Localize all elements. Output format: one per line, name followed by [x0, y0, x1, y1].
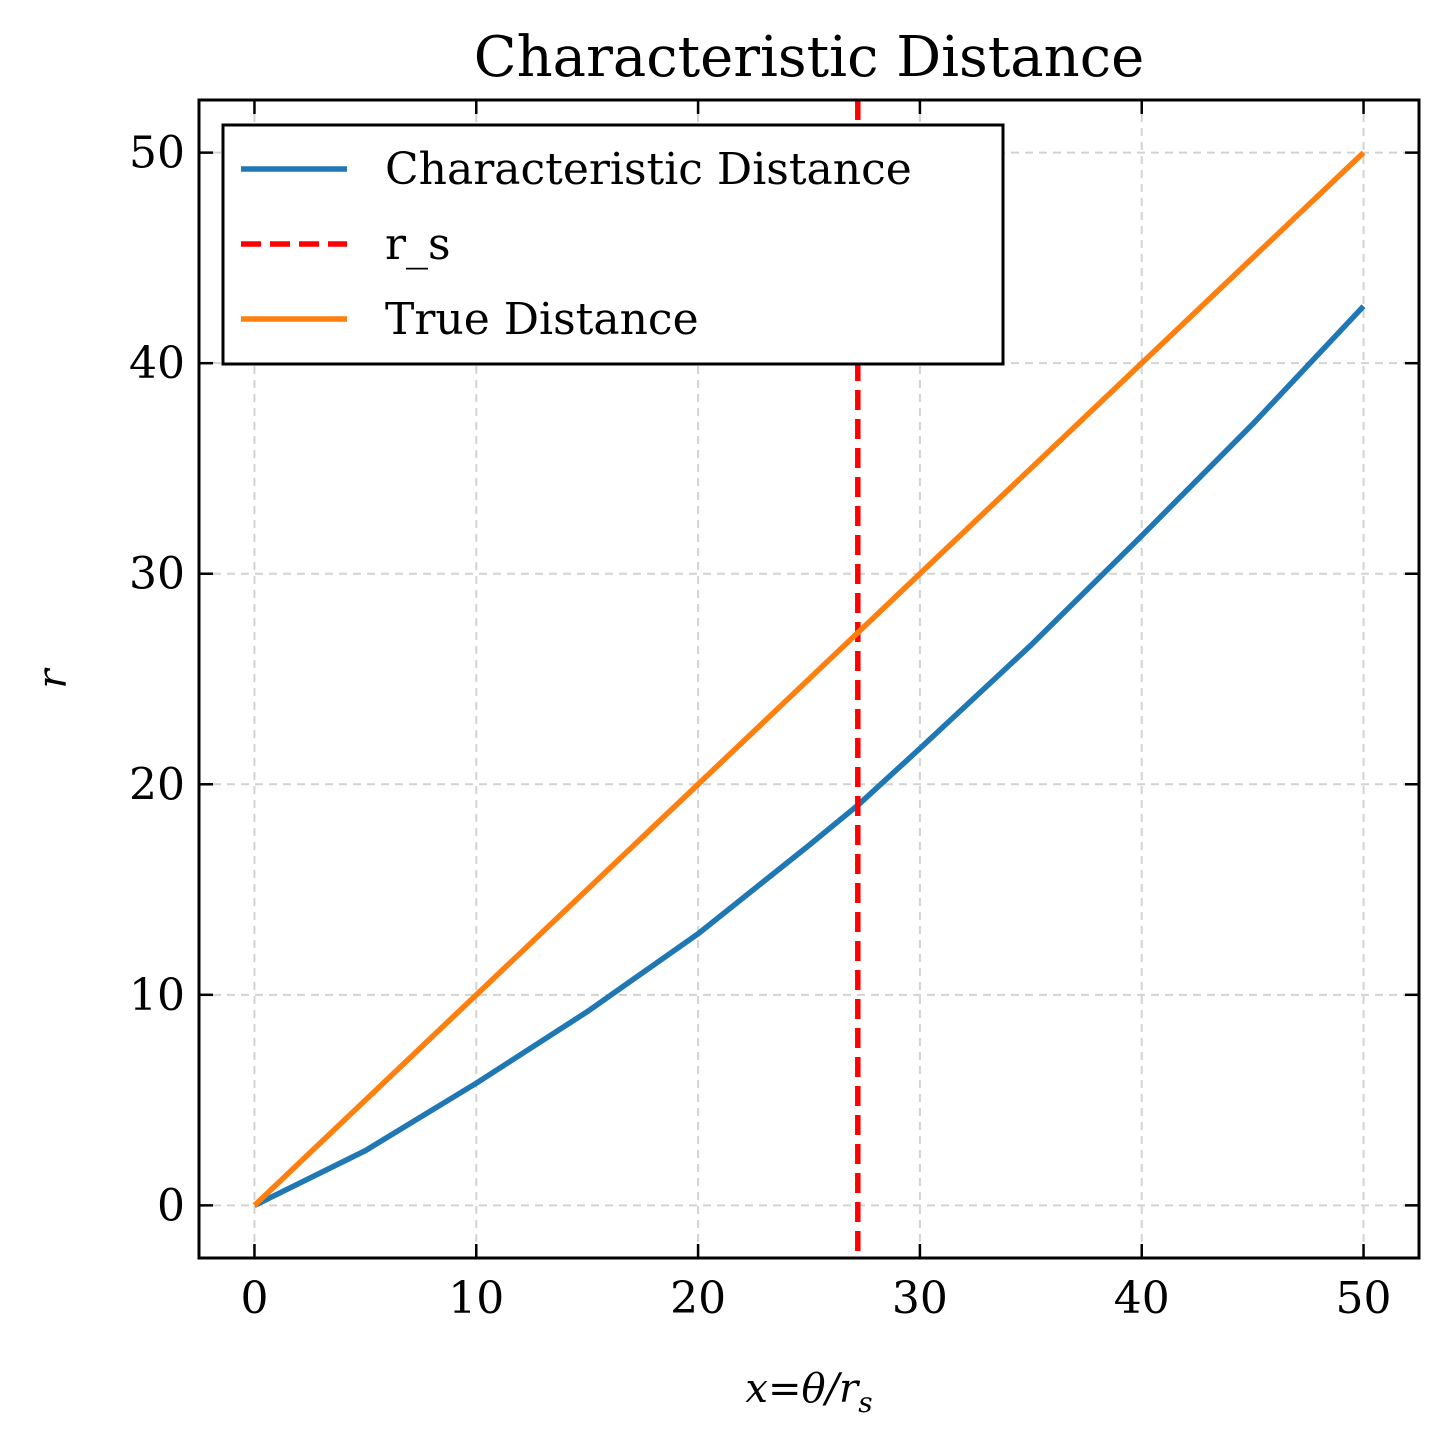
x-axis-label: x=θ/rs: [745, 1366, 872, 1419]
y-axis-label: r: [30, 667, 76, 689]
y-tick-label: 20: [129, 759, 185, 810]
series-true-distance-line: [252, 150, 1366, 1208]
y-tick-label: 0: [157, 1180, 185, 1231]
axis-ticks: 0 10 20 30 40 50 0 10 20 30 40 50: [129, 100, 1419, 1324]
x-tick-label: 50: [1336, 1273, 1392, 1324]
legend-label: Characteristic Distance: [385, 144, 912, 195]
legend-label: r_s: [385, 219, 451, 270]
x-tick-label: 40: [1114, 1273, 1170, 1324]
x-tick-label: 30: [892, 1273, 948, 1324]
chart-title: Characteristic Distance: [474, 25, 1144, 90]
legend-box: [221, 123, 1005, 366]
legend-label: True Distance: [385, 294, 699, 345]
y-tick-label: 30: [129, 549, 185, 600]
y-tick-label: 40: [129, 338, 185, 389]
y-tick-label: 10: [129, 970, 185, 1021]
axes-frame: [197, 98, 1421, 1260]
x-tick-label: 20: [670, 1273, 726, 1324]
legend: Characteristic Distance r_s True Distance: [221, 123, 1005, 366]
series-characteristic-distance-line: [253, 304, 1366, 1208]
x-tick-label: 0: [240, 1273, 268, 1324]
y-tick-label: 50: [129, 128, 185, 179]
x-tick-label: 10: [448, 1273, 504, 1324]
